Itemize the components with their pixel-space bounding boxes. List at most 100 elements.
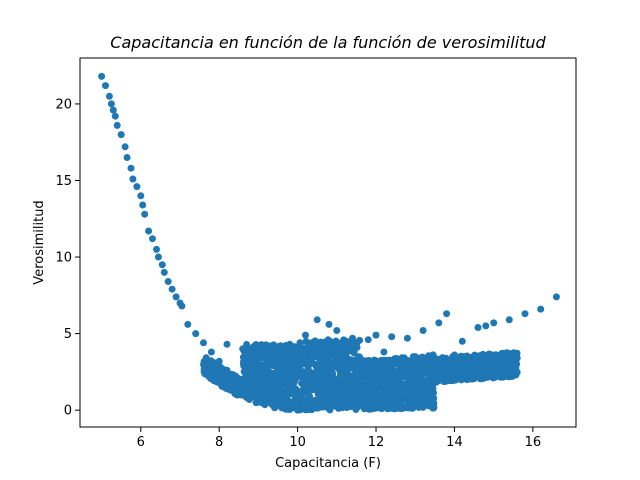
scatter-point (398, 382, 406, 390)
x-tick-label: 10 (289, 435, 306, 450)
scatter-point (462, 360, 470, 368)
scatter-point (262, 371, 270, 379)
scatter-point (411, 382, 419, 390)
y-tick-label: 15 (55, 174, 72, 189)
scatter-point (316, 374, 324, 381)
scatter-point (389, 379, 397, 387)
scatter-point (266, 381, 274, 389)
scatter-point (269, 373, 277, 381)
scatter-point (127, 164, 135, 172)
scatter-point (307, 354, 314, 362)
scatter-point (420, 395, 428, 403)
scatter-point (357, 400, 365, 408)
x-tick-label: 16 (525, 435, 542, 450)
y-axis-ticks: 0 5 10 15 20 (55, 97, 80, 419)
scatter-point (363, 395, 370, 403)
scatter-point (307, 397, 315, 405)
scatter-point (302, 389, 310, 397)
plot-frame (79, 57, 577, 428)
scatter-point (368, 372, 376, 379)
scatter-point (361, 371, 369, 379)
scatter-point (375, 402, 383, 410)
scatter-point (306, 359, 314, 367)
scatter-point (435, 319, 443, 327)
scatter-point (508, 366, 516, 374)
scatter-point (294, 406, 302, 414)
scatter-point (500, 355, 508, 363)
scatter-point (160, 268, 168, 276)
scatter-point (270, 402, 278, 410)
scatter-point (402, 357, 410, 365)
scatter-point (403, 334, 411, 342)
scatter-point (322, 349, 330, 357)
scatter-point (291, 384, 299, 392)
scatter-point (323, 342, 331, 350)
scatter-point (168, 285, 176, 293)
x-tick-label: 8 (215, 435, 223, 450)
scatter-point (374, 383, 382, 391)
scatter-point (355, 353, 363, 361)
scatter-point (333, 327, 341, 334)
scatter-point (274, 365, 281, 372)
scatter-point (349, 334, 356, 342)
x-tick-label: 6 (137, 435, 145, 450)
scatter-point (501, 370, 509, 378)
scatter-point (552, 293, 560, 301)
scatter-point (245, 371, 253, 379)
scatter-point (330, 364, 338, 371)
x-axis-ticks: 6 8 10 12 14 16 (137, 427, 542, 450)
scatter-point (271, 388, 279, 396)
scatter-point (391, 359, 399, 367)
scatter-point (206, 368, 214, 376)
scatter-point (309, 405, 317, 413)
scatter-point (278, 360, 286, 368)
scatter-point (192, 330, 200, 338)
scatter-point (286, 389, 294, 397)
scatter-point (490, 365, 498, 373)
scatter-point (257, 373, 265, 381)
scatter-point (324, 336, 332, 344)
scatter-point (380, 348, 388, 356)
scatter-point (172, 293, 180, 301)
scatter-point (327, 385, 335, 393)
chart-title: Capacitancia en función de la función de… (110, 33, 546, 52)
scatter-point (397, 364, 405, 372)
scatter-point (432, 355, 440, 363)
scatter-point (356, 366, 364, 374)
scatter-point (244, 353, 252, 360)
scatter-point (105, 92, 113, 100)
scatter-point (215, 357, 223, 365)
scatter-point (277, 342, 285, 350)
scatter-point (265, 357, 273, 365)
scatter-point (258, 362, 266, 370)
scatter-point (447, 363, 455, 370)
scatter-point (391, 369, 399, 377)
scatter-point (312, 380, 320, 388)
scatter-point (223, 340, 231, 348)
scatter-point (164, 278, 172, 285)
scatter-point (374, 368, 382, 376)
scatter-point (141, 210, 149, 218)
scatter-point (366, 362, 374, 370)
scatter-point (98, 72, 106, 80)
scatter-point (266, 387, 274, 395)
scatter-point (482, 373, 490, 381)
scatter-point (474, 324, 482, 331)
scatter-point (107, 100, 115, 108)
scatter-point (345, 392, 353, 400)
scatter-point (344, 347, 352, 355)
scatter-point (123, 154, 131, 161)
scatter-point (263, 351, 270, 359)
scatter-point (521, 310, 529, 318)
scatter-point (333, 389, 341, 397)
scatter-point (184, 320, 192, 328)
y-tick-label: 0 (64, 404, 72, 419)
scatter-point (317, 403, 325, 411)
scatter-point (129, 175, 137, 183)
scatter-point (502, 364, 510, 371)
scatter-point (418, 387, 426, 395)
y-tick-label: 20 (55, 97, 72, 112)
scatter-point (311, 339, 319, 347)
scatter-point (385, 365, 393, 373)
